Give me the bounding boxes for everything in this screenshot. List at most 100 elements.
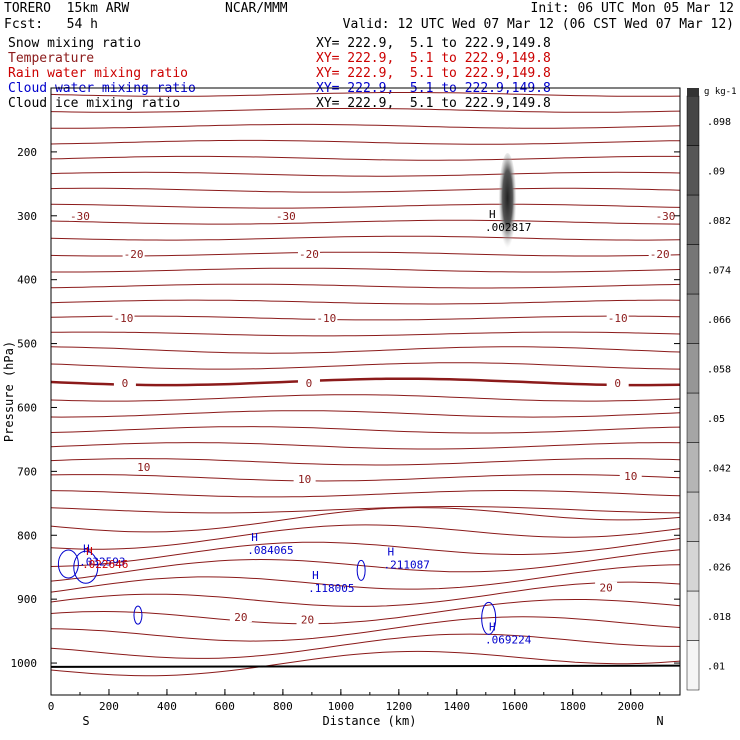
- y-tick-label: 600: [17, 401, 37, 414]
- colorbar-tick-label: .01: [707, 661, 725, 672]
- field-name-cloud-ice: Cloud ice mixing ratio: [8, 96, 181, 111]
- colorbar-tick-label: .066: [707, 315, 731, 326]
- colorbar-segment: [686, 442, 700, 493]
- temperature-label: 0: [614, 377, 621, 390]
- colorbar-unit: g kg-1: [704, 87, 737, 97]
- temperature-label-bg: [297, 248, 320, 260]
- x-tick-label: 1800: [560, 700, 587, 713]
- temperature-label: 10: [137, 461, 150, 474]
- maximum-mark: H: [312, 569, 319, 582]
- temperature-label: 0: [122, 377, 129, 390]
- x-tick-label: 800: [273, 700, 293, 713]
- colorbar-segment: [686, 491, 700, 542]
- isotherm-line: [51, 315, 680, 321]
- temperature-label-bg: [606, 377, 629, 389]
- x-tick-label: 1200: [386, 700, 413, 713]
- colorbar-segment: [686, 293, 700, 344]
- isotherm-line: [51, 331, 680, 337]
- isotherm-line: [51, 123, 680, 129]
- temperature-label-bg: [112, 312, 135, 324]
- y-tick-label: 700: [17, 465, 37, 478]
- temperature-label-bg: [113, 377, 136, 389]
- isotherm-line: [51, 442, 680, 450]
- isotherm-line: [51, 633, 680, 659]
- isotherm-line: [51, 537, 680, 567]
- temperature-label: -30: [276, 210, 296, 223]
- isotherm-line: [51, 474, 680, 482]
- maximum-value: .211087: [384, 559, 430, 572]
- axes-layer: 0 200 400 600 800 1000 1200 1400 1600 1800 2000200…: [2, 146, 680, 728]
- temperature-label-bg: [595, 581, 618, 593]
- contour-layer: [51, 92, 680, 677]
- isotherm-line: [51, 599, 680, 625]
- model-title: TORERO 15km ARW: [4, 1, 130, 16]
- field-name-snow: Snow mixing ratio: [8, 36, 142, 51]
- maximum-mark: H: [489, 620, 496, 633]
- y-tick-label: 1000: [11, 657, 38, 670]
- temperature-label-bg: [648, 248, 671, 260]
- isotherm-line: [51, 92, 680, 97]
- x-tick-label: 200: [99, 700, 119, 713]
- temperature-label-bg: [122, 248, 145, 260]
- y-tick-label: 900: [17, 593, 37, 606]
- colorbar-tick-label: .034: [707, 513, 731, 524]
- colorbar-segment: [686, 194, 700, 245]
- isotherm-line: [51, 410, 680, 418]
- y-tick-label: 200: [17, 146, 37, 159]
- temperature-label: 20: [599, 582, 612, 595]
- isotherm-line: [51, 394, 680, 402]
- colorbar-segment: [686, 640, 700, 691]
- temperature-label-bg: [297, 377, 320, 389]
- surface-line: [51, 664, 680, 668]
- temperature-label: 10: [298, 473, 311, 486]
- cloud-water-contour: [73, 550, 99, 584]
- maximum-mark: H: [489, 208, 496, 221]
- field-name-temperature: Temperature: [8, 51, 95, 66]
- cloud-ice-shading: [498, 153, 517, 254]
- cloud-water-contour: [481, 601, 497, 635]
- temperature-label: -20: [124, 248, 144, 261]
- isotherm-line: [51, 650, 680, 677]
- colorbar: .01 .018 .026 .034 .042 .05 .058 .066 .074 .082 .0…: [686, 87, 737, 691]
- colorbar-segment: [686, 244, 700, 295]
- isotherm-line: [51, 283, 680, 289]
- colorbar-segment: [686, 343, 700, 394]
- x-axis-label: Distance (km): [323, 714, 417, 728]
- isotherm-line: [51, 458, 680, 466]
- field-name-rain: Rain water mixing ratio: [8, 66, 189, 81]
- isotherm-line: [51, 107, 680, 113]
- maximum-value: .032593: [79, 555, 125, 568]
- isotherm-line: [51, 426, 680, 434]
- maximum-value: .084065: [247, 544, 293, 557]
- x-tick-label: 400: [157, 700, 177, 713]
- x-tick-label: 1600: [502, 700, 529, 713]
- isotherm-line: [51, 251, 680, 257]
- field-xy-rain: XY= 222.9, 5.1 to 222.9,149.8: [316, 66, 551, 81]
- isotherm-line: [51, 299, 680, 305]
- maximum-mark: H: [388, 546, 395, 559]
- isotherm-line: [51, 219, 680, 225]
- colorbar-tick-label: .018: [707, 612, 731, 623]
- temperature-label: -10: [608, 312, 628, 325]
- isotherm-line: [51, 267, 680, 273]
- temperature-label: -10: [114, 312, 134, 325]
- maximum-value: .022646: [82, 558, 128, 571]
- x-tick-label: 1000: [328, 700, 355, 713]
- field-xy-snow: XY= 222.9, 5.1 to 222.9,149.8: [316, 36, 551, 51]
- maximum-mark: H: [251, 531, 258, 544]
- isotherm-line: [51, 171, 680, 177]
- isotherm-line: [51, 377, 680, 387]
- cloud-water-contour: [133, 605, 143, 625]
- temperature-label-bg: [274, 209, 297, 221]
- isotherm-line: [51, 524, 680, 550]
- temperature-label-bg: [315, 312, 338, 324]
- x-tick-label: 2000: [617, 700, 644, 713]
- isotherm-line: [51, 362, 680, 370]
- org-label: NCAR/MMM: [225, 1, 288, 16]
- north-label: N: [656, 714, 663, 728]
- cloud-water-contour: [356, 559, 366, 581]
- isotherm-line: [51, 490, 680, 498]
- temperature-label-bg: [619, 469, 642, 481]
- colorbar-tick-label: .05: [707, 414, 725, 425]
- temperature-label-bg: [296, 613, 319, 625]
